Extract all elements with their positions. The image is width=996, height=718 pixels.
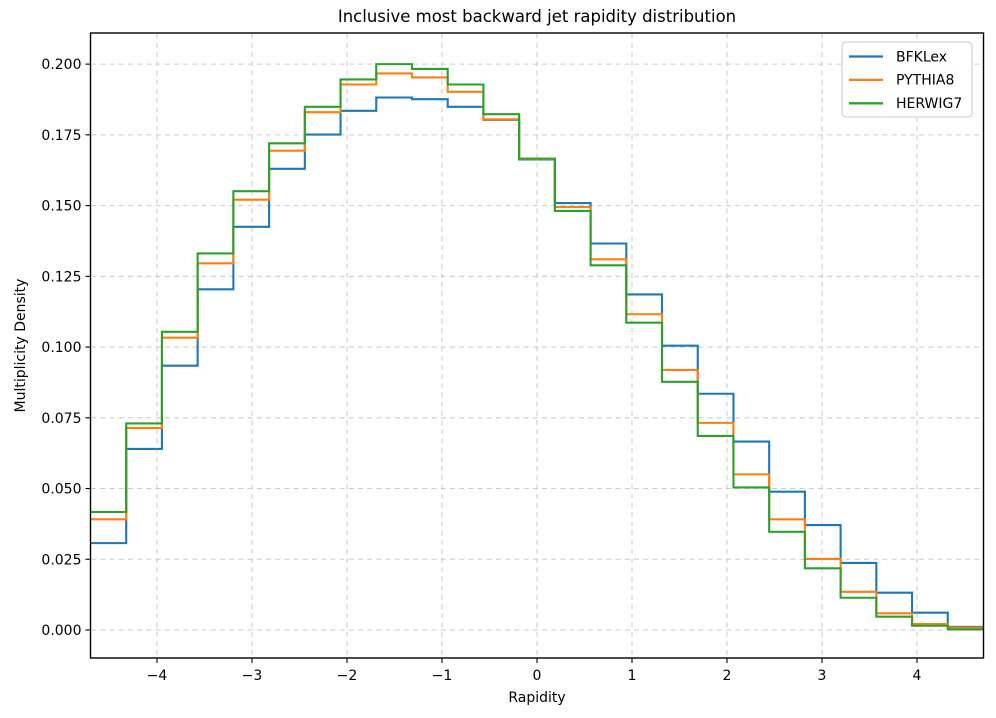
y-tick-label: 0.025: [41, 552, 81, 568]
y-tick-label: 0.200: [41, 57, 81, 73]
x-tick-label: 0: [533, 668, 542, 684]
x-tick-label: 4: [913, 668, 922, 684]
series-line-bfklex: [90, 96, 984, 628]
y-tick-label: 0.175: [41, 128, 81, 144]
y-tick-label: 0.125: [41, 269, 81, 285]
x-axis-label: Rapidity: [508, 690, 565, 706]
legend: BFKLex PYTHIA8 HERWIG7: [841, 41, 973, 118]
y-tick-label: 0.150: [41, 199, 81, 215]
x-tick-label: 3: [818, 668, 827, 684]
y-axis-label: Multiplicity Density: [13, 279, 29, 413]
y-tick-label: 0.100: [41, 340, 81, 356]
x-tick-label: −1: [432, 668, 453, 684]
x-tick-label: −3: [242, 668, 263, 684]
series-line-herwig7: [90, 63, 984, 631]
axis-ticks: −4 −3 −2 −1 0 1 2 3 4 0.000 0.025 0.050 0.075 0.100 0.…: [41, 57, 921, 684]
x-tick-label: −2: [337, 668, 358, 684]
x-tick-label: −4: [147, 668, 168, 684]
legend-label-herwig7: HERWIG7: [896, 96, 962, 112]
y-tick-label: 0.075: [41, 411, 81, 427]
x-tick-label: 2: [723, 668, 732, 684]
y-tick-label: 0.050: [41, 482, 81, 498]
y-tick-label: 0.000: [41, 623, 81, 639]
histogram-series: [90, 63, 984, 631]
legend-label-bfklex: BFKLex: [896, 49, 947, 65]
chart-title: Inclusive most backward jet rapidity dis…: [338, 7, 736, 26]
legend-label-pythia8: PYTHIA8: [896, 73, 954, 89]
x-tick-label: 1: [628, 668, 637, 684]
gridlines: [91, 33, 983, 658]
